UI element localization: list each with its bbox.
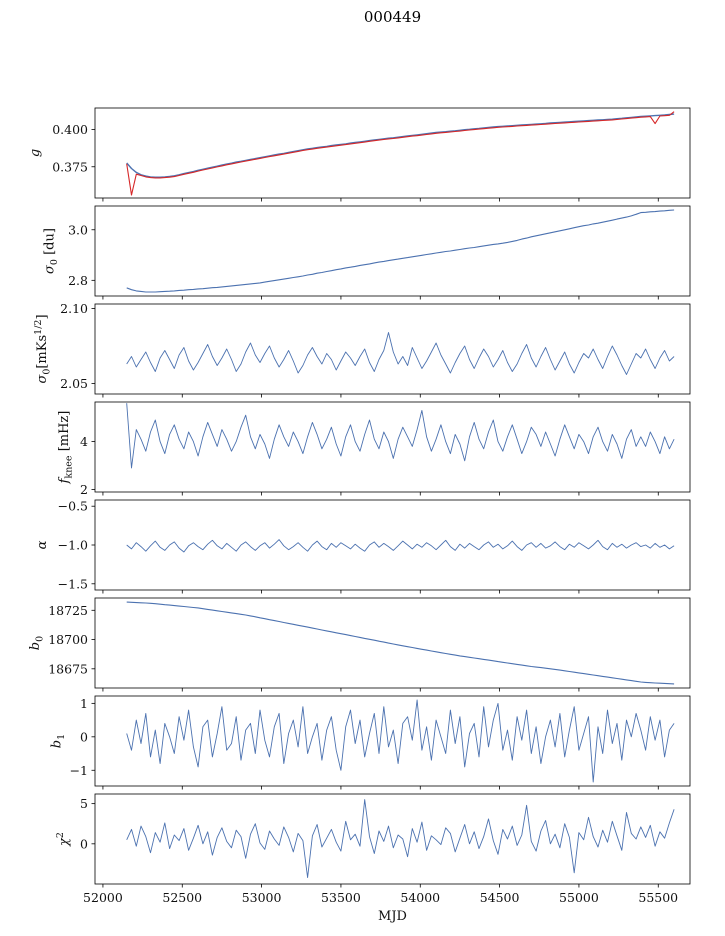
series-sigma0-du-line [126, 209, 675, 293]
series-b0-line [126, 601, 675, 685]
y-tick-label: 0 [80, 836, 88, 851]
y-tick-label: 5 [80, 796, 88, 811]
panel-b1: −1 0 1 b1 [50, 695, 691, 790]
axes-spines [94, 793, 691, 885]
y-tick-label: −1.0 [58, 538, 88, 553]
panel-alpha: −1.5 −1.0 −0.5 α [35, 499, 691, 594]
y-axis-label: α [35, 540, 50, 549]
panel-f-knee: 2 4 fknee [mHz] [57, 401, 691, 497]
y-tick-label: 18675 [48, 661, 88, 676]
axes-spines [94, 107, 691, 199]
x-tick-label: 52500 [162, 890, 202, 905]
y-tick-label: −1.5 [58, 576, 88, 591]
x-tick-label: 54500 [480, 890, 520, 905]
y-tick-label: 2.05 [60, 376, 88, 391]
y-tick-label: −1 [70, 763, 88, 778]
panel-sigma0-mks: 2.05 2.10 σ0[mKs1/2] [33, 301, 691, 398]
x-tick-label: 55000 [559, 890, 599, 905]
y-tick-label: 4 [80, 434, 88, 449]
y-tick-label: −0.5 [58, 499, 88, 514]
y-axis-label: b1 [50, 734, 68, 748]
y-tick-label: 0.400 [52, 122, 88, 137]
y-tick-label: 0 [80, 729, 88, 744]
series-b1-line [126, 699, 675, 783]
y-axis-label: b0 [28, 636, 46, 650]
axes-spines [94, 303, 691, 395]
series-chi2-line [126, 799, 675, 879]
axes-spines [94, 499, 691, 591]
panel-g: 0.375 0.400 g [28, 107, 691, 202]
x-tick-label: 53500 [321, 890, 361, 905]
series-sigma0-mks-line [126, 332, 675, 375]
series-alpha-line [126, 539, 675, 553]
y-axis-label: χ2 [55, 832, 72, 847]
y-tick-label: 18725 [48, 603, 88, 618]
x-tick-label: 53000 [242, 890, 282, 905]
y-tick-label: 1 [80, 696, 88, 711]
axes-spines [94, 401, 691, 493]
figure-title: 000449 [363, 8, 422, 26]
y-tick-label: 3.0 [68, 222, 88, 237]
y-tick-label: 2.8 [68, 273, 88, 288]
x-tick-label: 52000 [83, 890, 123, 905]
x-tick-label: 55500 [638, 890, 678, 905]
y-tick-label: 18700 [48, 632, 88, 647]
y-axis-label: σ0 [du] [42, 228, 60, 274]
axes-spines [94, 205, 691, 297]
x-tick-label: 54000 [400, 890, 440, 905]
y-axis-label: fknee [mHz] [57, 411, 75, 485]
panel-chi2: 0 5 χ2 [55, 793, 691, 888]
y-axis-label: g [28, 149, 43, 157]
axes-spines [94, 597, 691, 689]
series-g-data [126, 111, 675, 196]
y-axis-label: σ0[mKs1/2] [33, 314, 53, 383]
panel-b0: 18675 18700 18725 b0 [28, 597, 691, 692]
y-tick-label: 2.10 [60, 301, 88, 316]
series-g-model [126, 113, 675, 178]
series-f-knee-line [126, 403, 675, 469]
y-tick-label: 2 [80, 482, 88, 497]
axes-spines [94, 695, 691, 787]
x-axis-label: MJD [378, 909, 407, 924]
panel-sigma0-du: 2.8 3.0 σ0 [du] [42, 205, 691, 300]
y-tick-label: 0.375 [52, 159, 88, 174]
